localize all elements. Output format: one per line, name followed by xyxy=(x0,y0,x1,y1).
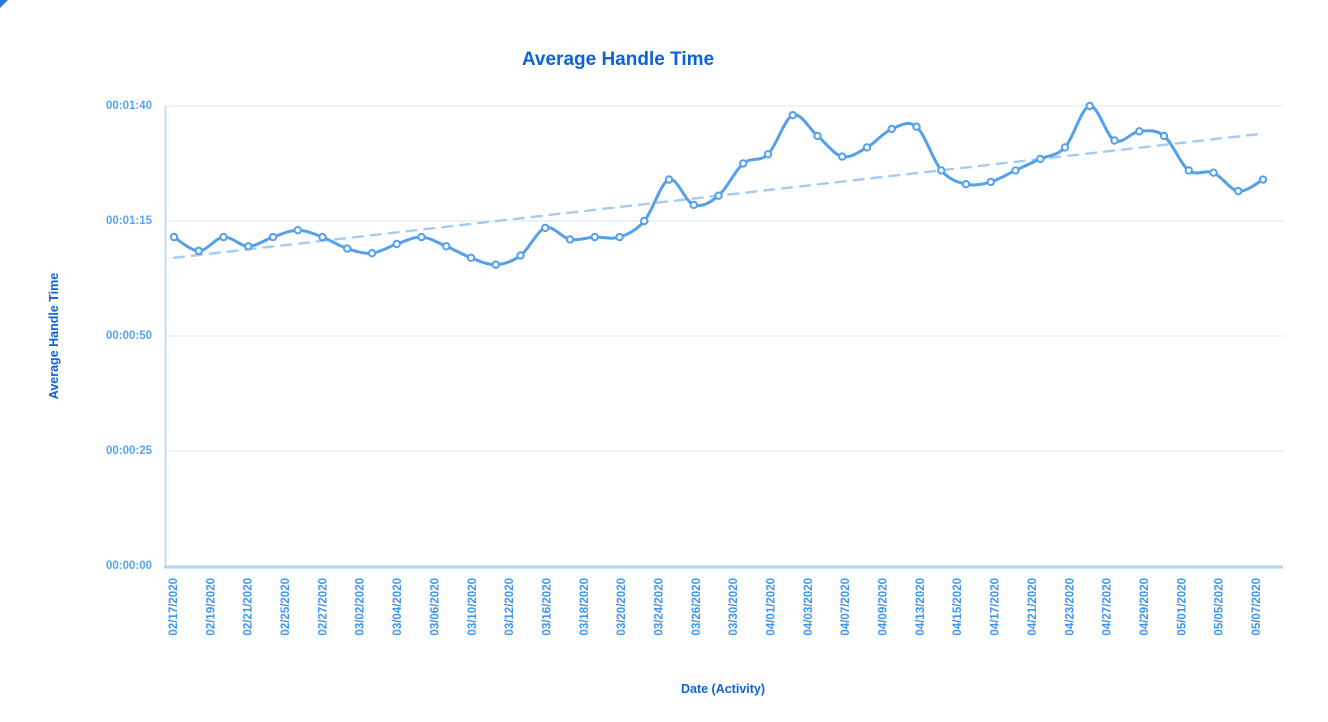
series-marker[interactable] xyxy=(862,143,872,152)
series-marker[interactable] xyxy=(1159,131,1169,141)
x-tick-label: 03/30/2020 xyxy=(728,578,740,636)
series-marker[interactable] xyxy=(491,260,500,269)
x-tick-label: 05/07/2020 xyxy=(1251,578,1263,636)
series-marker[interactable] xyxy=(937,166,946,175)
series-marker[interactable] xyxy=(986,177,995,187)
series-marker[interactable] xyxy=(961,180,971,189)
x-tick-label: 04/01/2020 xyxy=(766,578,778,636)
series-marker[interactable] xyxy=(268,232,278,242)
x-tick-label: 03/04/2020 xyxy=(392,578,404,636)
series-marker[interactable] xyxy=(664,175,674,184)
x-tick-label: 05/05/2020 xyxy=(1214,578,1226,636)
x-tick-label: 04/03/2020 xyxy=(803,578,815,636)
x-tick-label: 03/26/2020 xyxy=(691,578,703,636)
series-marker[interactable] xyxy=(219,232,228,242)
x-tick-label: 03/24/2020 xyxy=(653,578,665,636)
series-marker[interactable] xyxy=(541,223,550,233)
x-tick-label: 04/13/2020 xyxy=(915,578,927,636)
x-tick-label: 03/20/2020 xyxy=(616,578,628,636)
series-marker[interactable] xyxy=(838,152,847,161)
x-tick-label: 03/16/2020 xyxy=(541,578,553,636)
y-tick-label: 00:01:40 xyxy=(106,100,152,112)
series-marker[interactable] xyxy=(343,244,352,253)
x-tick-label: 04/21/2020 xyxy=(1027,578,1039,636)
y-tick-label: 00:01:15 xyxy=(106,215,153,227)
series-marker[interactable] xyxy=(640,216,649,226)
y-tick-label: 00:00:00 xyxy=(106,560,152,572)
series-marker[interactable] xyxy=(763,150,773,159)
series-marker[interactable] xyxy=(1209,168,1218,177)
x-tick-label: 03/06/2020 xyxy=(429,578,441,636)
series-marker[interactable] xyxy=(590,232,599,242)
chart-title: Average Handle Time xyxy=(521,49,715,70)
x-tick-label: 05/01/2020 xyxy=(1176,578,1188,636)
series-marker[interactable] xyxy=(194,246,203,256)
x-tick-label: 03/02/2020 xyxy=(355,578,367,636)
series-marker[interactable] xyxy=(813,131,822,141)
x-tick-label: 04/27/2020 xyxy=(1102,578,1114,636)
x-tick-label: 04/23/2020 xyxy=(1064,578,1076,636)
x-tick-label: 02/21/2020 xyxy=(243,578,255,636)
x-tick-label: 04/29/2020 xyxy=(1139,578,1151,636)
corner-artifact xyxy=(0,0,8,8)
x-tick-label: 02/17/2020 xyxy=(168,578,180,636)
x-tick-label: 04/17/2020 xyxy=(990,578,1002,636)
x-tick-label: 02/27/2020 xyxy=(317,578,329,636)
series-marker[interactable] xyxy=(392,239,401,249)
x-tick-label: 02/25/2020 xyxy=(280,578,292,636)
series-marker[interactable] xyxy=(442,242,451,251)
x-tick-label: 03/10/2020 xyxy=(467,578,479,636)
series-marker[interactable] xyxy=(1184,166,1193,175)
series-marker[interactable] xyxy=(244,242,253,251)
x-tick-label: 02/19/2020 xyxy=(205,578,217,636)
series-marker[interactable] xyxy=(1135,127,1144,136)
series-marker[interactable] xyxy=(1234,186,1243,196)
x-tick-label: 03/12/2020 xyxy=(504,578,516,636)
series-marker[interactable] xyxy=(169,232,179,242)
series-marker[interactable] xyxy=(1011,166,1020,175)
series-marker[interactable] xyxy=(293,226,302,235)
x-tick-label: 04/15/2020 xyxy=(952,578,964,636)
x-axis-title: Date (Activity) xyxy=(680,682,766,696)
x-tick-label: 04/09/2020 xyxy=(878,578,890,636)
series-marker[interactable] xyxy=(318,232,327,242)
y-tick-label: 00:00:50 xyxy=(106,330,152,342)
series-marker[interactable] xyxy=(689,200,698,210)
series-marker[interactable] xyxy=(1060,143,1070,152)
series-marker[interactable] xyxy=(516,251,525,260)
series-marker[interactable] xyxy=(565,235,575,244)
series-marker[interactable] xyxy=(417,232,426,242)
series-marker[interactable] xyxy=(714,191,723,200)
series-marker[interactable] xyxy=(912,122,921,131)
series-marker[interactable] xyxy=(887,124,896,134)
series-marker[interactable] xyxy=(1258,175,1268,184)
series-marker[interactable] xyxy=(615,232,624,242)
x-tick-label: 03/18/2020 xyxy=(579,578,591,636)
series-marker[interactable] xyxy=(1110,136,1119,145)
series-marker[interactable] xyxy=(739,159,748,168)
series-marker[interactable] xyxy=(1036,154,1045,164)
x-tick-label: 04/07/2020 xyxy=(840,578,852,636)
series-marker[interactable] xyxy=(1085,101,1094,111)
series-marker[interactable] xyxy=(788,111,797,120)
series-marker[interactable] xyxy=(367,249,377,258)
series-line xyxy=(172,104,1265,267)
y-tick-label: 00:00:25 xyxy=(106,445,153,457)
series-marker[interactable] xyxy=(466,253,476,262)
